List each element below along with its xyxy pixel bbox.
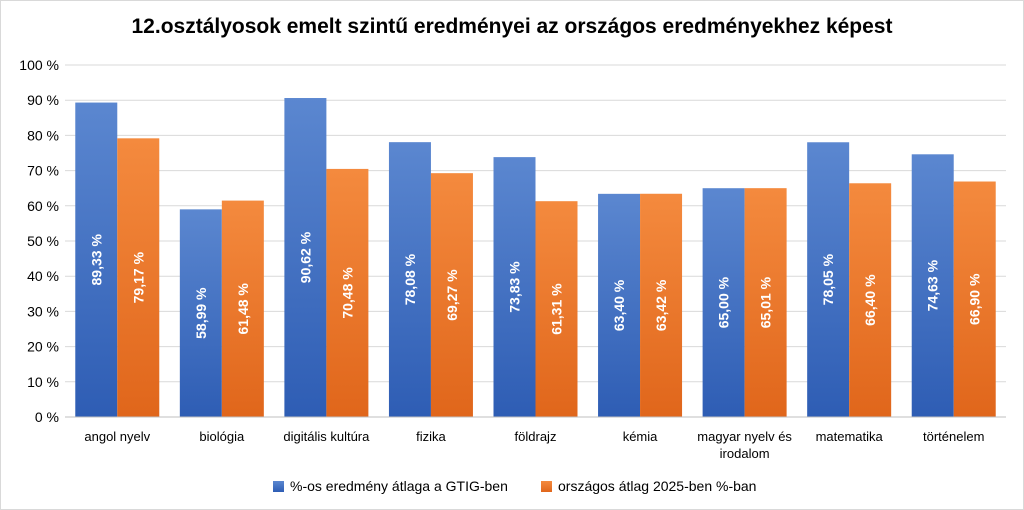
bar	[75, 102, 118, 417]
bar	[953, 181, 996, 417]
x-tick-label: történelem	[923, 429, 984, 444]
data-label: 78,08 %	[402, 253, 418, 305]
data-label: 70,48 %	[339, 267, 355, 319]
bar	[430, 173, 473, 417]
bar	[640, 193, 683, 417]
x-tick-label: biológia	[199, 429, 245, 444]
bar	[598, 193, 641, 417]
y-tick-label: 0 %	[35, 409, 59, 425]
bar	[117, 138, 160, 417]
legend-swatch	[273, 481, 284, 492]
data-label: 79,17 %	[130, 251, 146, 303]
legend-label: %-os eredmény átlaga a GTIG-ben	[290, 478, 508, 494]
x-tick-label: matematika	[816, 429, 884, 444]
bars: 89,33 % 79,17 % 58,99 % 61,48 % 90,62 % 70,48…	[75, 98, 996, 418]
y-tick-label: 70 %	[27, 163, 59, 179]
data-label: 66,40 %	[862, 274, 878, 326]
bar	[493, 157, 536, 417]
bar	[849, 183, 892, 417]
data-label: 58,99 %	[193, 287, 209, 339]
bar	[326, 168, 369, 417]
x-tick-label: kémia	[623, 429, 658, 444]
data-label: 61,31 %	[549, 283, 565, 335]
x-tick-label: digitális kultúra	[283, 429, 370, 444]
bar	[807, 142, 850, 417]
x-tick-label: magyar nyelv és irodalom	[697, 429, 792, 461]
y-tick-label: 100 %	[19, 57, 59, 73]
y-tick-label: 10 %	[27, 374, 59, 390]
data-label: 66,90 %	[967, 273, 983, 325]
y-tick-label: 50 %	[27, 233, 59, 249]
legend-label: országos átlag 2025-ben %-ban	[558, 478, 756, 494]
data-label: 63,40 %	[611, 279, 627, 331]
data-label: 73,83 %	[507, 261, 523, 313]
data-label: 89,33 %	[88, 234, 104, 286]
bar	[911, 154, 954, 417]
y-tick-label: 60 %	[27, 198, 59, 214]
chart-title: 12.osztályosok emelt szintű eredményei a…	[131, 15, 893, 38]
data-label: 65,00 %	[716, 276, 732, 328]
legend-swatch	[541, 481, 552, 492]
bar	[388, 142, 431, 418]
data-label: 78,05 %	[820, 253, 836, 305]
data-label: 65,01 %	[758, 276, 774, 328]
data-label: 69,27 %	[444, 269, 460, 321]
data-label: 63,42 %	[653, 279, 669, 331]
data-label: 74,63 %	[925, 259, 941, 311]
bar	[744, 188, 787, 417]
y-tick-label: 40 %	[27, 268, 59, 284]
y-tick-label: 80 %	[27, 127, 59, 143]
bar	[702, 188, 745, 417]
bar	[221, 200, 264, 417]
y-tick-label: 90 %	[27, 92, 59, 108]
data-label: 61,48 %	[235, 283, 251, 335]
bar	[179, 209, 222, 417]
axes: 0 % 10 % 20 % 30 % 40 % 50 % 60 % 70 % 80 % 90 % 1…	[19, 57, 1006, 461]
x-tick-label: földrajz	[515, 429, 557, 444]
y-tick-label: 30 %	[27, 303, 59, 319]
data-label: 90,62 %	[297, 231, 313, 283]
x-tick-label: fizika	[416, 429, 446, 444]
legend: %-os eredmény átlaga a GTIG-ben országos …	[273, 478, 756, 494]
x-tick-label: angol nyelv	[84, 429, 150, 444]
bar	[535, 201, 578, 417]
y-tick-label: 20 %	[27, 339, 59, 355]
bar	[284, 98, 327, 417]
